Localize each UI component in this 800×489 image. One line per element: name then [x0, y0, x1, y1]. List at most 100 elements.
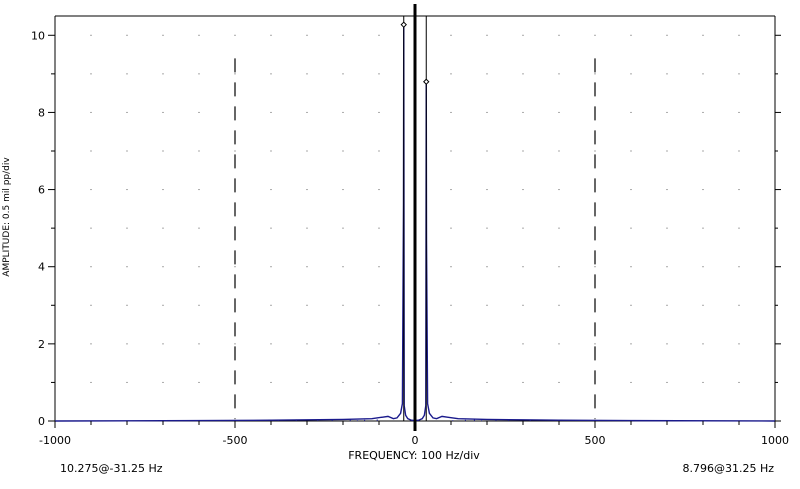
- grid-dot: [126, 304, 128, 306]
- grid-dot: [486, 381, 488, 383]
- grid-dot: [90, 381, 92, 383]
- grid-dot: [666, 189, 668, 191]
- grid-dot: [738, 343, 740, 345]
- grid-dot: [450, 111, 452, 113]
- grid-dot: [342, 381, 344, 383]
- grid-dot: [342, 266, 344, 268]
- grid-dot: [666, 227, 668, 229]
- grid-dot: [162, 73, 164, 75]
- grid-dot: [198, 150, 200, 152]
- grid-dot: [198, 304, 200, 306]
- grid-dot: [306, 266, 308, 268]
- grid-dot: [270, 227, 272, 229]
- grid-dot: [378, 34, 380, 36]
- grid-dot: [630, 381, 632, 383]
- grid-dot: [702, 266, 704, 268]
- grid-dot: [486, 73, 488, 75]
- grid-dot: [90, 73, 92, 75]
- grid-dot: [90, 189, 92, 191]
- grid-dot: [486, 227, 488, 229]
- grid-dot: [378, 266, 380, 268]
- grid-dot: [666, 381, 668, 383]
- grid-dot: [630, 111, 632, 113]
- x-tick-label: -1000: [39, 434, 71, 447]
- grid-dot: [522, 189, 524, 191]
- grid-dot: [306, 73, 308, 75]
- grid-dot: [378, 304, 380, 306]
- grid-dot: [126, 381, 128, 383]
- grid-dot: [162, 189, 164, 191]
- grid-dot: [486, 189, 488, 191]
- grid-dot: [342, 150, 344, 152]
- grid-dot: [270, 381, 272, 383]
- grid-dot: [558, 73, 560, 75]
- right-cursor-readout: 8.796@31.25 Hz: [682, 462, 774, 475]
- grid-dot: [486, 266, 488, 268]
- y-tick-label: 2: [38, 338, 45, 351]
- grid-dot: [450, 73, 452, 75]
- grid-dot: [126, 34, 128, 36]
- grid-dot: [342, 73, 344, 75]
- cursor-lines[interactable]: [400, 4, 430, 431]
- grid-dot: [270, 34, 272, 36]
- grid-dot: [702, 73, 704, 75]
- grid-dot: [558, 111, 560, 113]
- grid-dot: [234, 266, 236, 268]
- grid-dot: [630, 73, 632, 75]
- grid-dot: [270, 343, 272, 345]
- grid-dot: [522, 343, 524, 345]
- left-cursor-readout: 10.275@-31.25 Hz: [60, 462, 163, 475]
- grid-dot: [306, 304, 308, 306]
- grid-dot: [126, 227, 128, 229]
- grid-dot: [630, 150, 632, 152]
- grid-dot: [306, 111, 308, 113]
- grid-dot: [306, 227, 308, 229]
- grid-dot: [738, 189, 740, 191]
- grid-dot: [90, 111, 92, 113]
- grid-dot: [486, 150, 488, 152]
- grid-dot: [378, 73, 380, 75]
- grid-dot: [306, 381, 308, 383]
- grid-dot: [90, 266, 92, 268]
- grid-dot: [162, 34, 164, 36]
- grid-dot: [198, 227, 200, 229]
- right-cursor-marker[interactable]: [423, 78, 430, 85]
- grid-dot: [450, 150, 452, 152]
- grid-dot: [738, 266, 740, 268]
- grid-dot: [630, 189, 632, 191]
- grid-dot: [126, 73, 128, 75]
- grid-dot: [522, 73, 524, 75]
- x-axis-label: FREQUENCY: 100 Hz/div: [348, 449, 480, 462]
- x-tick-label: -500: [223, 434, 248, 447]
- left-cursor-marker[interactable]: [400, 21, 407, 28]
- grid-dot: [594, 343, 596, 345]
- grid-dot: [198, 381, 200, 383]
- grid-dot: [738, 73, 740, 75]
- grid-dot: [558, 227, 560, 229]
- grid-dot: [126, 111, 128, 113]
- grid-dot: [378, 343, 380, 345]
- grid-dot: [486, 343, 488, 345]
- grid-dot: [450, 266, 452, 268]
- grid-dot: [162, 343, 164, 345]
- grid-dot: [270, 189, 272, 191]
- grid-dot: [558, 381, 560, 383]
- grid-dot: [306, 343, 308, 345]
- grid-dot: [342, 34, 344, 36]
- grid-dot: [342, 189, 344, 191]
- grid-dot: [342, 227, 344, 229]
- grid-dot: [738, 381, 740, 383]
- y-tick-label: 10: [31, 29, 45, 42]
- x-tick-label: 0: [412, 434, 419, 447]
- grid-dot: [270, 111, 272, 113]
- grid-dot: [666, 343, 668, 345]
- y-axis-label: AMPLITUDE: 0.5 mil pp/div: [2, 157, 12, 277]
- grid-dot: [666, 266, 668, 268]
- x-tick-label: 500: [585, 434, 606, 447]
- grid-dot: [630, 34, 632, 36]
- grid-dot: [666, 304, 668, 306]
- grid-dot: [234, 34, 236, 36]
- grid-dot: [522, 381, 524, 383]
- grid-dot: [558, 150, 560, 152]
